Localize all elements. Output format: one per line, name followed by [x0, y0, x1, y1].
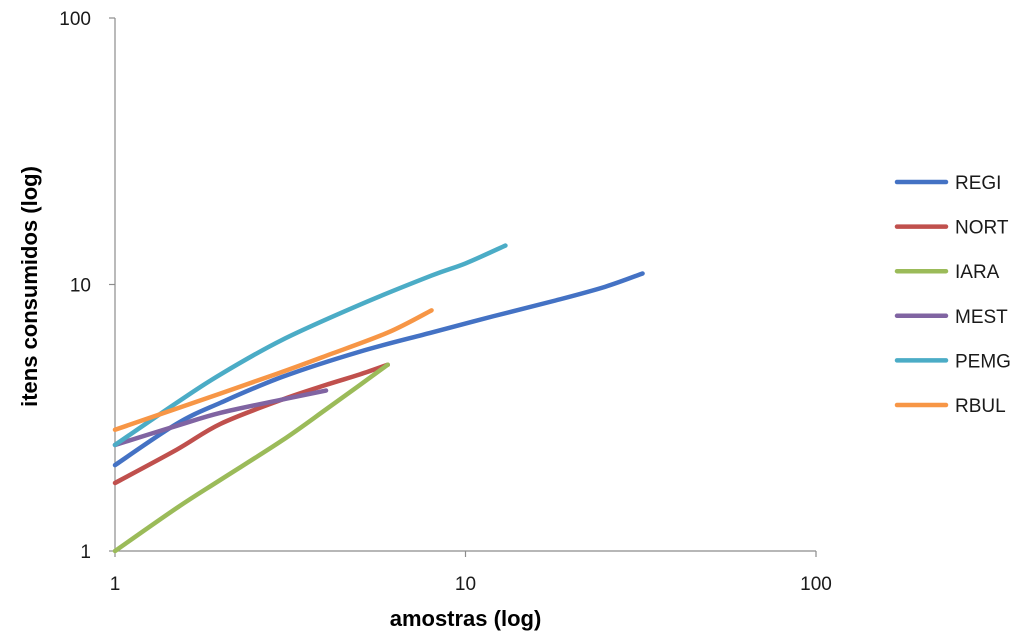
- y-tick-label: 1: [80, 542, 91, 563]
- series-line-pemg: [112, 243, 508, 448]
- series-line-rbul: [112, 308, 434, 433]
- legend-item-iara: IARA: [894, 262, 1000, 283]
- legend-label: NORT: [955, 218, 1009, 239]
- legend-item-pemg: PEMG: [894, 351, 1011, 372]
- y-axis-title: itens consumidos (log): [17, 166, 42, 407]
- x-tick-label: 1: [110, 574, 121, 595]
- legend-label: RBUL: [955, 396, 1006, 417]
- legend-item-nort: NORT: [894, 218, 1009, 239]
- tick-labels: 1 10 100 1 10 100: [59, 9, 832, 595]
- legend: REGI NORT IARA MEST PEMG RBUL: [894, 173, 1011, 417]
- legend-label: MEST: [955, 307, 1008, 328]
- axes: [109, 17, 817, 557]
- series-line-regi: [112, 271, 645, 468]
- y-tick-label: 100: [59, 9, 91, 30]
- legend-item-mest: MEST: [894, 307, 1008, 328]
- legend-item-regi: REGI: [894, 173, 1001, 194]
- legend-label: IARA: [955, 262, 1000, 283]
- series-line-iara: [112, 362, 390, 554]
- x-tick-label: 10: [455, 574, 476, 595]
- legend-item-rbul: RBUL: [894, 396, 1006, 417]
- series-line-mest: [112, 388, 329, 448]
- legend-label: REGI: [955, 173, 1001, 194]
- y-tick-label: 10: [70, 276, 91, 297]
- legend-label: PEMG: [955, 351, 1011, 372]
- plot-area: [112, 243, 645, 554]
- x-tick-label: 100: [800, 574, 832, 595]
- x-axis-title: amostras (log): [390, 606, 542, 631]
